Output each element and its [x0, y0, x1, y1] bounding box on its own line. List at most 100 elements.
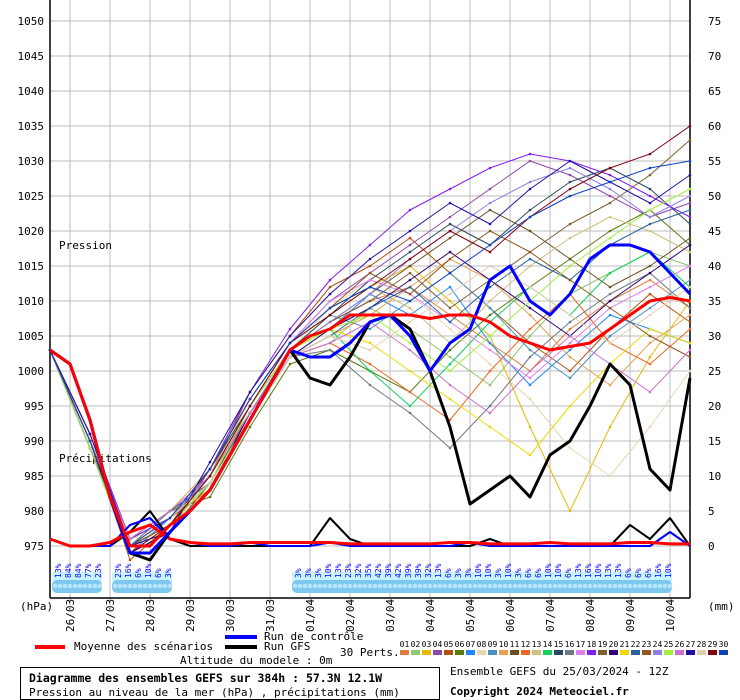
pert-point-28 [328, 334, 332, 338]
pert-point-05 [688, 320, 692, 324]
pert-point-26 [488, 411, 492, 415]
pert-legend-number: 09 [487, 640, 498, 649]
cloud-dot [482, 583, 488, 589]
pert-point-29 [408, 257, 412, 261]
cloud-dot [552, 583, 558, 589]
pert-point-28 [368, 348, 372, 352]
y-tick-label-right: 50 [708, 190, 721, 203]
pert-legend-number: 07 [465, 640, 476, 649]
cloud-dot [367, 583, 373, 589]
cloud-dot [432, 583, 438, 589]
pert-point-06 [208, 495, 212, 499]
cloud-dot [82, 583, 88, 589]
pert-point-23 [408, 292, 412, 296]
pert-point-16 [528, 355, 532, 359]
pert-point-16 [408, 411, 412, 415]
pert-point-12 [368, 362, 372, 366]
y-tick-label-right: 65 [708, 85, 721, 98]
cloud-dot [382, 583, 388, 589]
cloud-dot [137, 583, 143, 589]
pert-point-14 [608, 271, 612, 275]
y-tick-label-left: 1015 [18, 260, 45, 273]
y-tick-label-left: 995 [24, 400, 44, 413]
pert-point-16 [488, 404, 492, 408]
pert-legend-swatch [631, 650, 640, 655]
pert-point-22 [648, 222, 652, 226]
cloud-dot [372, 583, 378, 589]
pert-point-10 [608, 383, 612, 387]
pert-point-29 [328, 313, 332, 317]
cloud-dot [142, 583, 148, 589]
pert-point-09 [528, 348, 532, 352]
right-axis-unit: (mm) [708, 600, 735, 613]
pert-point-20 [408, 278, 412, 282]
pert-point-22 [368, 306, 372, 310]
pert-point-30 [568, 194, 572, 198]
cloud-dot [627, 583, 633, 589]
pert-point-23 [608, 306, 612, 310]
ensemble-chart: 1050104510401035103010251020101510101005… [18, 0, 721, 632]
pert-point-11 [688, 236, 692, 240]
pert-legend-swatch [444, 650, 453, 655]
precip-prob-label: 6% [154, 568, 163, 578]
pert-point-27 [208, 460, 212, 464]
pert-point-19 [608, 201, 612, 205]
pert-legend-swatch [510, 650, 519, 655]
control-precip-line [49, 517, 691, 547]
precip-prob-label: 39% [414, 563, 423, 578]
cloud-dot [632, 583, 638, 589]
pert-point-17 [648, 285, 652, 289]
pert-point-23 [688, 355, 692, 359]
precip-prob-label: 6% [564, 568, 573, 578]
pert-line-08 [49, 279, 691, 540]
precip-prob-band-top [52, 572, 102, 582]
pert-point-12 [688, 327, 692, 331]
legend-control-swatch [225, 635, 257, 639]
precip-prob-label: 10% [594, 563, 603, 578]
precip-prob-label: 13% [574, 563, 583, 578]
pert-point-29 [648, 152, 652, 156]
cloud-dot [507, 583, 513, 589]
pert-legend-number: 18 [586, 640, 597, 649]
pert-legend-number: 08 [476, 640, 487, 649]
cloud-dot [567, 583, 573, 589]
pert-legend-swatch [609, 650, 618, 655]
pert-point-24 [488, 201, 492, 205]
pert-point-03 [528, 425, 532, 429]
x-tick-label: 28/03 [144, 599, 157, 632]
pert-legend-swatch [587, 650, 596, 655]
pert-point-04 [528, 159, 532, 163]
cloud-dot [532, 583, 538, 589]
pert-point-28 [568, 313, 572, 317]
cloud-dot [472, 583, 478, 589]
precip-prob-label: 84% [64, 563, 73, 578]
precip-prob-label: 10% [554, 563, 563, 578]
y-tick-label-right: 5 [708, 505, 715, 518]
pert-point-30 [608, 180, 612, 184]
pert-point-17 [568, 341, 572, 345]
cloud-dot [652, 583, 658, 589]
pert-point-04 [488, 187, 492, 191]
pert-point-29 [608, 166, 612, 170]
pert-line-23 [49, 230, 691, 547]
pert-legend-swatch [521, 650, 530, 655]
pert-point-26 [128, 537, 132, 541]
pert-legend-swatch [642, 650, 651, 655]
cloud-dot [157, 583, 163, 589]
cloud-dot [402, 583, 408, 589]
pert-point-30 [288, 341, 292, 345]
cloud-dot [422, 583, 428, 589]
precip-prob-label: 16% [124, 563, 133, 578]
pert-legend-swatch [620, 650, 629, 655]
pert-point-04 [608, 194, 612, 198]
pert-legend-swatch [576, 650, 585, 655]
cloud-dot [327, 583, 333, 589]
pert-point-15 [448, 222, 452, 226]
precip-prob-label: 6% [644, 568, 653, 578]
pert-point-18 [648, 194, 652, 198]
pert-point-19 [568, 222, 572, 226]
y-tick-label-right: 40 [708, 260, 721, 273]
cloud-dot [427, 583, 433, 589]
y-tick-label-right: 30 [708, 330, 721, 343]
pert-line-21 [49, 328, 691, 547]
